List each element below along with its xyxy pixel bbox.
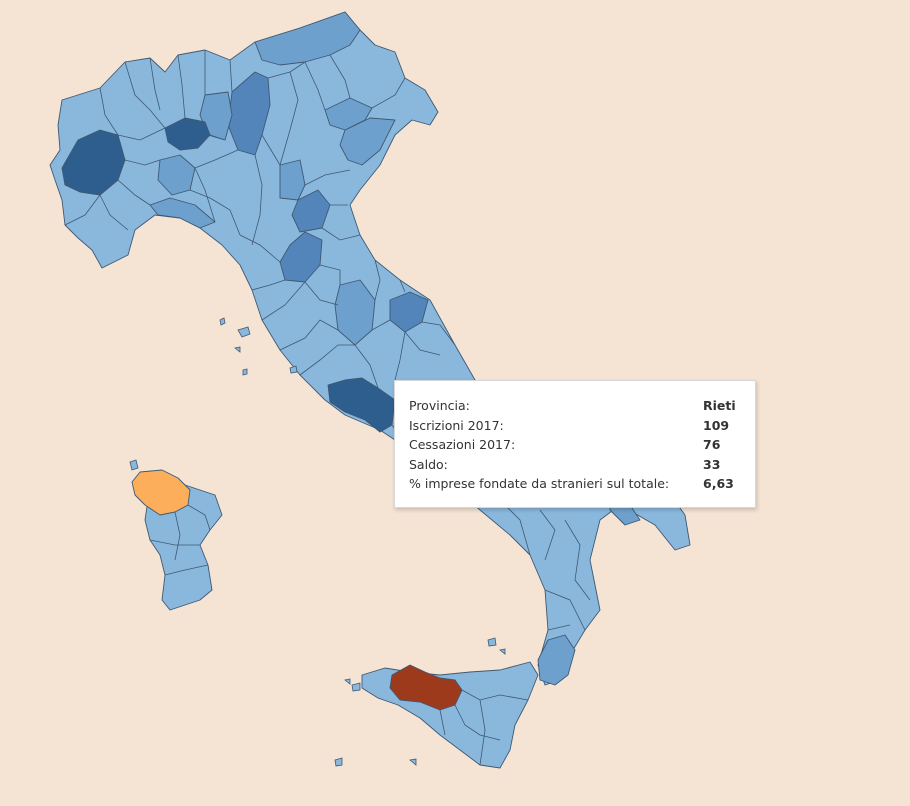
tooltip-label: Provincia: bbox=[409, 398, 470, 413]
tooltip-row-provincia: Provincia: Rieti bbox=[409, 396, 741, 416]
tooltip-label: Iscrizioni 2017: bbox=[409, 417, 504, 433]
province-reggio-calabria[interactable] bbox=[537, 634, 576, 686]
province-torino[interactable] bbox=[61, 129, 126, 196]
province-milano[interactable] bbox=[164, 117, 211, 151]
tooltip-value: 6,63 bbox=[703, 476, 734, 491]
tooltip-label: % imprese fondate da stranieri sul total… bbox=[409, 476, 670, 491]
province-veneto-east[interactable] bbox=[339, 117, 396, 166]
tooltip-row-percentuale: % imprese fondate da stranieri sul total… bbox=[409, 474, 741, 494]
province-marche[interactable] bbox=[334, 279, 376, 346]
tooltip-label: Saldo: bbox=[409, 456, 448, 472]
province-tooltip: Provincia: Rieti Iscrizioni 2017: 109 Ce… bbox=[394, 380, 756, 508]
province-firenze[interactable] bbox=[279, 231, 323, 283]
tooltip-row-cessazioni: Cessazioni 2017: 76 bbox=[409, 435, 741, 455]
tooltip-label: Cessazioni 2017: bbox=[409, 437, 516, 452]
sicily-island[interactable] bbox=[361, 661, 539, 769]
province-northeast[interactable] bbox=[254, 11, 361, 66]
tooltip-value: Rieti bbox=[703, 398, 736, 413]
province-emilia-a[interactable] bbox=[279, 159, 306, 201]
tooltip-row-iscrizioni: Iscrizioni 2017: 109 bbox=[409, 416, 741, 436]
tooltip-value: 33 bbox=[703, 456, 721, 472]
tooltip-value: 76 bbox=[703, 437, 721, 452]
province-sassari[interactable] bbox=[131, 469, 191, 516]
tooltip-value: 109 bbox=[703, 417, 730, 433]
tooltip-row-saldo: Saldo: 33 bbox=[409, 455, 741, 475]
province-palermo[interactable] bbox=[389, 664, 463, 711]
province-genova[interactable] bbox=[149, 197, 216, 229]
map-mainland[interactable] bbox=[49, 11, 691, 686]
